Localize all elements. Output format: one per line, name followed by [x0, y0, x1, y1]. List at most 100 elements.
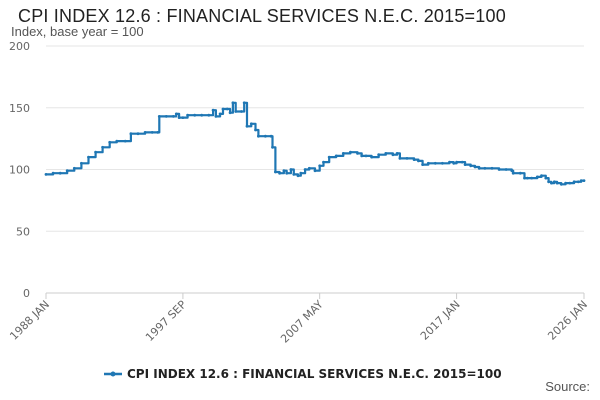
y-tick-label: 100 [9, 164, 30, 177]
data-point [157, 115, 161, 118]
data-point [225, 107, 229, 111]
data-point [44, 173, 48, 176]
data-point [221, 107, 225, 111]
x-tick-label: 2007 MAY [278, 298, 326, 346]
data-point [303, 168, 307, 171]
data-point [550, 181, 553, 185]
data-point [391, 153, 395, 157]
data-point [334, 154, 338, 158]
data-point [242, 101, 246, 105]
data-point [460, 160, 464, 164]
data-point [129, 132, 133, 136]
data-point [115, 139, 119, 143]
y-tick-label: 200 [9, 40, 30, 53]
data-point [143, 131, 147, 134]
data-point [58, 171, 62, 175]
data-point [523, 176, 526, 180]
data-point [313, 169, 317, 173]
legend[interactable]: CPI INDEX 12.6 : FINANCIAL SERVICES N.E.… [104, 367, 502, 381]
data-point [80, 161, 83, 165]
data-point [421, 163, 424, 167]
data-point [426, 161, 430, 165]
data-point [150, 131, 154, 134]
data-point [417, 159, 420, 163]
data-point [322, 160, 325, 164]
y-tick-label: 50 [16, 225, 30, 238]
data-point [412, 158, 416, 162]
data-point [356, 152, 359, 155]
data-point [245, 124, 249, 128]
data-point [477, 166, 481, 170]
data-point [254, 128, 257, 132]
data-point [296, 174, 300, 178]
data-point [282, 169, 286, 173]
x-tick-label: 2017 JAN [418, 298, 463, 343]
data-point [94, 150, 97, 154]
data-point [555, 181, 559, 185]
data-point [228, 111, 232, 115]
data-point [582, 179, 586, 183]
data-point [65, 169, 69, 173]
data-point [164, 115, 168, 118]
legend-swatch-marker[interactable] [110, 371, 116, 377]
data-point [441, 161, 444, 165]
data-point [433, 161, 437, 165]
y-tick-label: 150 [9, 102, 30, 115]
x-axis: 1988 JAN 1997 SEP 2007 MAY 2017 JAN 2026 JAN [7, 293, 590, 346]
data-point [278, 171, 281, 175]
data-point [289, 168, 293, 171]
data-point [299, 171, 303, 175]
data-point [123, 139, 127, 143]
data-point [240, 110, 243, 113]
data-point [518, 171, 522, 175]
data-point [156, 131, 160, 134]
x-tick-label: 2026 JAN [545, 298, 590, 343]
data-point [544, 176, 548, 180]
data-point [51, 171, 55, 175]
data-point [568, 181, 572, 185]
data-point [172, 115, 175, 118]
data-point [186, 113, 190, 117]
data-point [540, 174, 543, 178]
data-point [249, 122, 253, 126]
data-point [174, 112, 178, 116]
data-point [405, 157, 409, 160]
source-label: Source: [545, 379, 590, 394]
data-point [473, 165, 477, 169]
data-point [364, 154, 368, 158]
data-point [318, 164, 322, 168]
data-point [452, 161, 456, 165]
data-point [200, 113, 204, 117]
data-point [257, 134, 260, 138]
data-point [234, 110, 238, 113]
data-point [341, 152, 345, 155]
data-point [469, 164, 473, 168]
data-point [177, 116, 181, 119]
data-point [285, 171, 289, 175]
data-point [292, 173, 296, 176]
data-point [579, 179, 583, 183]
data-point [395, 152, 399, 155]
data-point [448, 160, 451, 164]
data-point [463, 163, 467, 167]
data-point [572, 180, 576, 184]
data-point [307, 166, 311, 170]
data-point [193, 113, 197, 117]
data-point [264, 134, 267, 138]
legend-label[interactable]: CPI INDEX 12.6 : FINANCIAL SERVICES N.E.… [127, 367, 502, 381]
data-point [136, 132, 140, 136]
x-tick-label: 1997 SEP [143, 298, 189, 344]
data-point [564, 181, 567, 185]
data-point [384, 152, 388, 155]
data-point [510, 169, 514, 173]
data-point [547, 180, 550, 184]
data-point [559, 182, 563, 186]
data-point [483, 166, 487, 170]
data-point [231, 101, 235, 105]
data-point [218, 112, 222, 116]
data-point [214, 115, 218, 118]
data-point [504, 168, 508, 171]
data-point [360, 154, 364, 158]
data-point [370, 155, 373, 159]
